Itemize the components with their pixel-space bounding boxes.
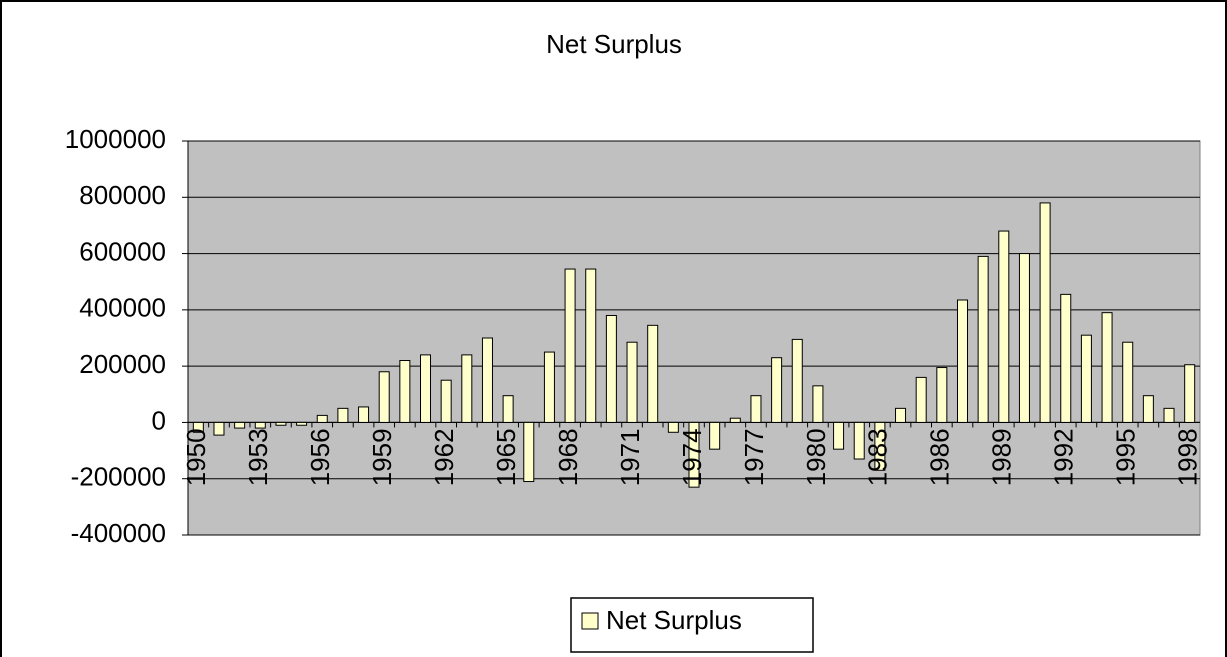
bar [337,407,349,423]
bar [1184,364,1196,423]
x-tick-label: 1950 [181,428,211,486]
bar [1142,395,1154,423]
bar [936,367,948,423]
bar [895,407,907,423]
bar [461,354,473,423]
y-tick-label: 200000 [79,349,166,379]
bar [791,338,803,423]
x-tick-label: 1995 [1111,428,1141,486]
bar [564,268,576,423]
bar [1060,293,1072,423]
x-tick-label: 1998 [1173,428,1203,486]
bar [1018,253,1030,423]
bar [440,379,452,423]
x-tick-label: 1968 [553,428,583,486]
x-tick-label: 1983 [863,428,893,486]
x-tick-label: 1986 [925,428,955,486]
bar [605,314,617,423]
bar [729,417,741,423]
legend-box [570,597,814,653]
bar [626,341,638,423]
bar [915,376,927,423]
y-tick-label: -200000 [71,462,166,492]
bar [523,421,535,483]
bar [688,421,700,488]
y-tick-label: 800000 [79,180,166,210]
y-tick-label: 400000 [79,293,166,323]
bar [378,371,390,423]
bar [316,414,328,423]
x-tick-label: 1953 [243,428,273,486]
y-tick-label: -400000 [71,518,166,548]
bar [502,395,514,423]
bar [420,354,432,423]
bar [234,421,246,429]
x-tick-label: 1992 [1049,428,1079,486]
y-tick-label: 0 [152,405,166,435]
x-tick-label: 1959 [367,428,397,486]
bar [771,357,783,423]
bar [647,324,659,423]
bar [956,299,968,423]
bar [585,268,597,423]
bar [1039,202,1051,423]
y-tick-label: 1000000 [65,124,166,154]
bar [998,230,1010,423]
x-tick-label: 1965 [491,428,521,486]
bar [667,421,679,433]
x-tick-label: 1971 [615,428,645,486]
bar [750,395,762,423]
x-tick-label: 1977 [739,428,769,486]
bar [977,255,989,423]
x-tick-label: 1980 [801,428,831,486]
x-tick-label: 1962 [429,428,459,486]
bar [1163,407,1175,423]
bar [296,421,308,426]
y-tick-label: 600000 [79,236,166,266]
bar [853,421,865,460]
bar [192,421,204,433]
bar [833,421,845,450]
legend-label: Net Surplus [606,605,742,635]
chart-title: Net Surplus [546,29,682,59]
bar [1122,341,1134,423]
bar [275,421,287,426]
bar [213,421,225,436]
bar [543,351,555,423]
bar [358,406,370,423]
bar [254,421,266,429]
x-tick-label: 1956 [305,428,335,486]
x-tick-label: 1989 [987,428,1017,486]
bar [709,421,721,450]
bar [481,337,493,423]
bar [874,421,886,471]
bar [1080,334,1092,423]
x-tick-label: 1974 [677,428,707,486]
bar [812,385,824,423]
bar [399,360,411,423]
bar [1101,312,1113,423]
legend-swatch [581,612,599,630]
